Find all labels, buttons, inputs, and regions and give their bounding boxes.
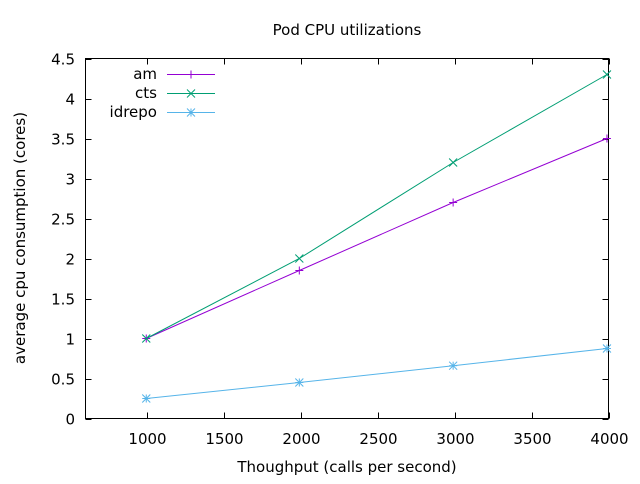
marker-stroke xyxy=(448,158,458,167)
plus-marker-icon xyxy=(449,198,458,207)
plot-border xyxy=(85,58,609,419)
cross-marker-icon xyxy=(602,70,612,79)
y-tick-label: 4 xyxy=(65,91,75,109)
y-tick-label: 4.5 xyxy=(51,51,75,69)
series-am xyxy=(142,134,611,343)
plus-marker-icon xyxy=(187,70,195,79)
y-tick-label: 2.5 xyxy=(51,211,75,229)
star-marker-icon xyxy=(448,361,458,371)
cross-marker-icon xyxy=(448,158,458,167)
y-tick-label: 0.5 xyxy=(51,371,75,389)
y-tick-label: 0 xyxy=(65,411,75,429)
chart-title: Pod CPU utilizations xyxy=(273,21,422,39)
legend-label: am xyxy=(133,65,157,83)
series-line xyxy=(146,74,608,339)
y-tick-label: 3 xyxy=(65,171,75,189)
star-marker-icon xyxy=(186,108,196,117)
marker-stroke xyxy=(186,89,196,98)
cross-marker-icon xyxy=(141,334,151,343)
series-line xyxy=(146,348,608,399)
legend-label: idrepo xyxy=(110,103,157,121)
series-line xyxy=(146,138,608,339)
marker-stroke xyxy=(294,254,304,263)
x-axis-label: Thoughput (calls per second) xyxy=(236,458,456,476)
x-tick-label: 2000 xyxy=(282,430,320,448)
x-tick-label: 3500 xyxy=(513,430,551,448)
series-idrepo xyxy=(141,344,612,403)
marker-stroke xyxy=(294,378,304,387)
plus-marker-icon xyxy=(295,266,304,275)
star-marker-icon xyxy=(141,394,151,403)
x-tick-label: 3000 xyxy=(436,430,474,448)
x-tick-label: 2500 xyxy=(359,430,397,448)
legend-label: cts xyxy=(135,84,157,102)
star-marker-icon xyxy=(602,344,612,353)
x-tick-label: 1000 xyxy=(128,430,166,448)
y-axis-label: average cpu consumption (cores) xyxy=(11,112,29,364)
cross-marker-icon xyxy=(294,254,304,263)
y-tick-label: 1 xyxy=(65,331,75,349)
y-tick-label: 2 xyxy=(65,251,75,269)
marker-stroke xyxy=(602,70,612,79)
plus-marker-icon xyxy=(602,134,611,143)
series-cts xyxy=(141,70,612,343)
y-tick-label: 1.5 xyxy=(51,291,75,309)
marker-stroke xyxy=(602,344,612,353)
y-tick-label: 3.5 xyxy=(51,131,75,149)
marker-stroke xyxy=(186,108,196,117)
x-tick-label: 1500 xyxy=(205,430,243,448)
marker-stroke xyxy=(448,361,458,371)
cross-marker-icon xyxy=(186,89,196,98)
marker-stroke xyxy=(141,334,151,343)
star-marker-icon xyxy=(294,378,304,387)
x-tick-label: 4000 xyxy=(590,430,628,448)
marker-stroke xyxy=(141,394,151,403)
